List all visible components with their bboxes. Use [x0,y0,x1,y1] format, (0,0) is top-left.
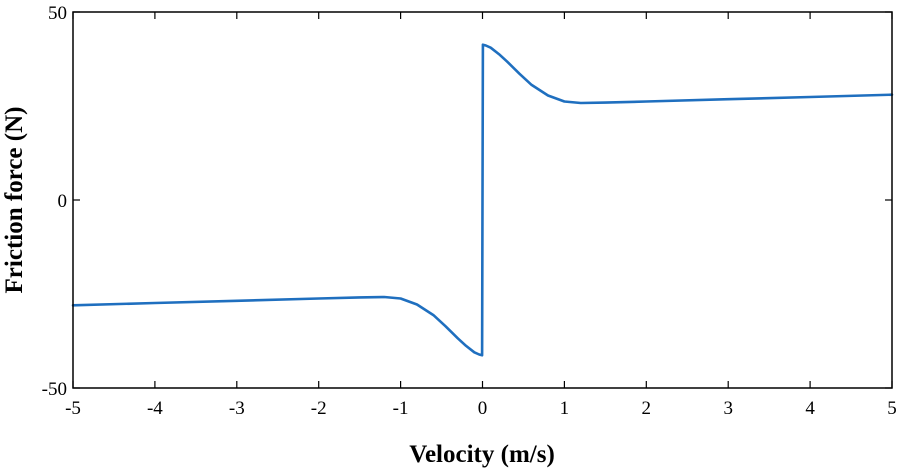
tick-layer: -5 -4 -3 -2 -1 0 1 2 3 4 5 -50 0 50 [42,3,897,419]
x-tick-label: -5 [65,398,81,419]
x-tick-label: 2 [642,398,652,419]
friction-force-line [71,43,894,357]
x-tick-label: -1 [393,398,409,419]
x-tick-label: 1 [560,398,570,419]
plot-layer [71,43,894,357]
x-tick-label: -4 [147,398,163,419]
x-axis-title: Velocity (m/s) [409,441,555,468]
x-tick-label: 4 [805,398,815,419]
y-tick-label: -50 [42,379,67,400]
y-tick-label: 0 [58,191,68,212]
x-tick-label: 3 [723,398,733,419]
x-tick-label: -3 [229,398,245,419]
x-tick-label: -2 [311,398,327,419]
x-tick-label: 0 [478,398,488,419]
y-tick-label: 50 [48,3,67,24]
x-tick-label: 5 [887,398,897,419]
y-axis-title: Friction force (N) [1,107,28,294]
plot-frame [72,11,893,389]
